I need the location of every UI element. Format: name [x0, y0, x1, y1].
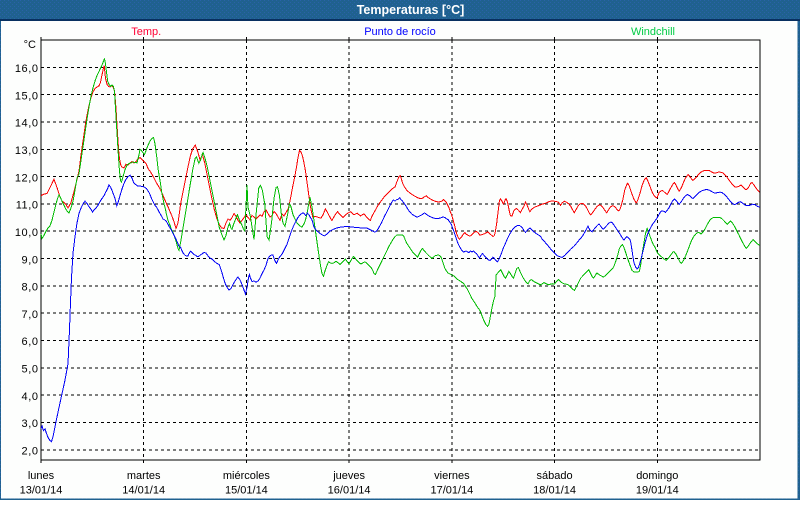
- svg-text:10,0: 10,0: [15, 227, 39, 239]
- svg-text:13,0: 13,0: [15, 145, 39, 157]
- svg-text:Temperaturas [°C]: Temperaturas [°C]: [357, 3, 465, 17]
- svg-text:°C: °C: [24, 39, 36, 51]
- svg-text:Punto de rocío: Punto de rocío: [364, 26, 436, 38]
- svg-text:viernes: viernes: [434, 470, 470, 482]
- svg-text:sábado: sábado: [537, 470, 573, 482]
- svg-text:7,0: 7,0: [22, 309, 39, 321]
- svg-text:jueves: jueves: [332, 470, 365, 482]
- svg-text:4,0: 4,0: [22, 391, 39, 403]
- svg-text:16/01/14: 16/01/14: [328, 485, 371, 497]
- svg-text:15/01/14: 15/01/14: [225, 485, 268, 497]
- svg-text:lunes: lunes: [28, 470, 55, 482]
- svg-text:13/01/14: 13/01/14: [20, 485, 63, 497]
- svg-text:18/01/14: 18/01/14: [533, 485, 576, 497]
- svg-text:14/01/14: 14/01/14: [122, 485, 165, 497]
- svg-text:2,0: 2,0: [22, 446, 39, 458]
- svg-text:6,0: 6,0: [22, 336, 39, 348]
- svg-text:15,0: 15,0: [15, 90, 39, 102]
- svg-text:12,0: 12,0: [15, 172, 39, 184]
- svg-text:17/01/14: 17/01/14: [430, 485, 473, 497]
- svg-text:5,0: 5,0: [22, 364, 39, 376]
- svg-text:9,0: 9,0: [22, 254, 39, 266]
- svg-text:11,0: 11,0: [16, 200, 39, 212]
- svg-text:domingo: domingo: [636, 470, 678, 482]
- svg-text:Windchill: Windchill: [631, 26, 675, 38]
- svg-text:Temp.: Temp.: [131, 26, 161, 38]
- svg-text:8,0: 8,0: [22, 282, 39, 294]
- svg-text:14,0: 14,0: [15, 118, 39, 130]
- svg-text:16,0: 16,0: [15, 63, 39, 75]
- svg-text:19/01/14: 19/01/14: [636, 485, 679, 497]
- svg-text:3,0: 3,0: [22, 418, 39, 430]
- svg-text:martes: martes: [127, 470, 161, 482]
- svg-text:miércoles: miércoles: [223, 470, 271, 482]
